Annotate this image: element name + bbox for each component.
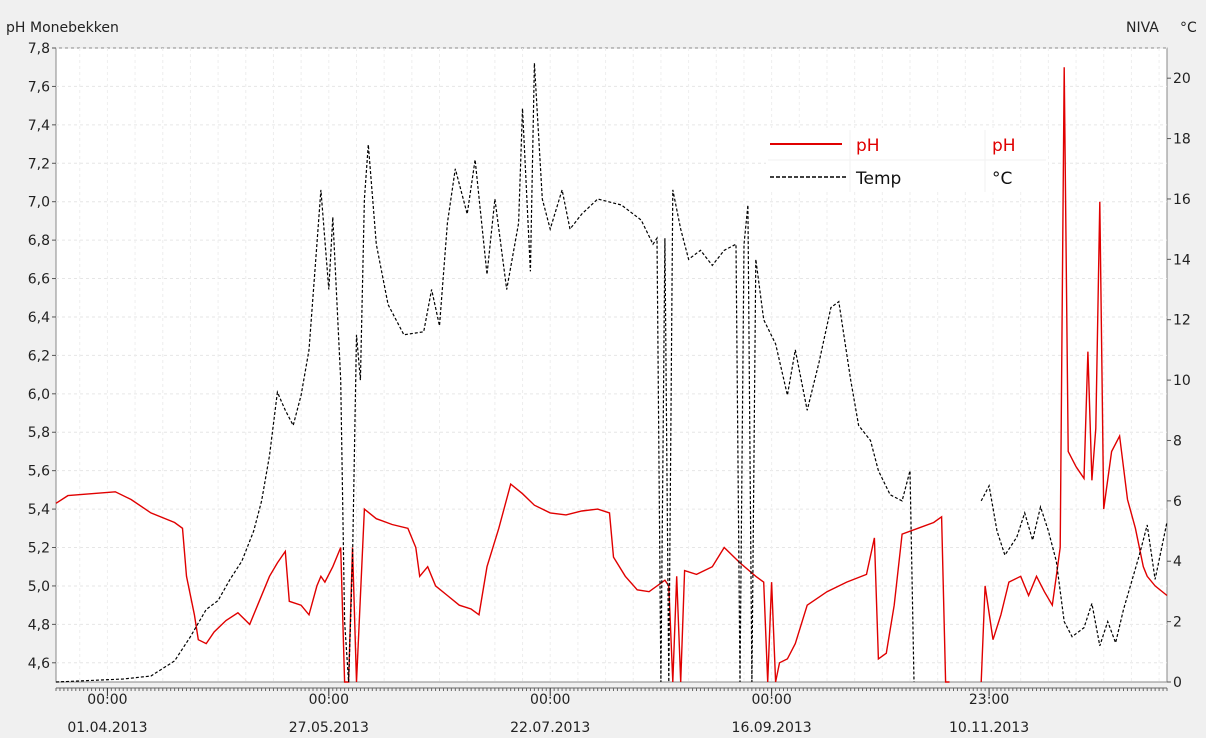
y-left-tick-label: 7,0: [28, 195, 50, 211]
x-tick-time: 00:00: [530, 692, 570, 708]
series-line-temp: [55, 63, 1168, 683]
y-left-tick-label: 5,8: [28, 425, 50, 441]
x-tick-date: 10.11.2013: [949, 720, 1029, 736]
right-unit-label: °C: [1180, 20, 1197, 36]
y-right-tick-label: 18: [1173, 132, 1191, 148]
x-tick-date: 22.07.2013: [510, 720, 590, 736]
y-left-tick-label: 4,8: [28, 617, 50, 633]
y-right-tick-label: 8: [1173, 433, 1182, 449]
x-tick-date: 01.04.2013: [67, 720, 147, 736]
legend-temp-unit: °C: [992, 169, 1012, 189]
legend-temp-name: Temp: [855, 169, 901, 189]
legend: pH pH Temp °C: [766, 128, 1048, 192]
y-right-tick-label: 2: [1173, 615, 1182, 631]
y-left-tick-label: 6,6: [28, 272, 50, 288]
y-left-tick-label: 5,0: [28, 579, 50, 595]
grid: [56, 47, 1167, 682]
y-right-tick-label: 12: [1173, 313, 1191, 329]
x-tick-time: 00:00: [751, 692, 791, 708]
axis-ticks: 4,6 4,8 5,0 5,2 5,4 5,6 5,8 6,0 6,2 6,4 6,6 6,8 7,0 7…: [28, 41, 1191, 736]
y-right-tick-label: 6: [1173, 494, 1182, 510]
y-left-tick-label: 7,4: [28, 118, 50, 134]
y-left-tick-label: 6,4: [28, 310, 50, 326]
y-left-tick-label: 7,8: [28, 41, 50, 57]
y-right-tick-label: 10: [1173, 373, 1191, 389]
y-left-tick-label: 5,6: [28, 464, 50, 480]
y-right-tick-label: 20: [1173, 71, 1191, 87]
chart-title: Monebekken: [30, 20, 119, 36]
y-left-tick-label: 6,2: [28, 348, 50, 364]
corner-label: NIVA: [1126, 20, 1159, 36]
series-line-ph: [55, 67, 1168, 683]
y-right-tick-label: 4: [1173, 554, 1182, 570]
legend-ph-name: pH: [856, 136, 880, 156]
x-tick-date: 27.05.2013: [289, 720, 369, 736]
y-left-tick-label: 6,8: [28, 233, 50, 249]
left-unit-label: pH: [6, 20, 25, 36]
y-left-tick-label: 5,2: [28, 541, 50, 557]
y-left-tick-label: 4,6: [28, 656, 50, 672]
y-left-tick-label: 6,0: [28, 387, 50, 403]
legend-ph-unit: pH: [992, 136, 1016, 156]
x-tick-time: 00:00: [309, 692, 349, 708]
x-tick-time: 23:00: [969, 692, 1009, 708]
y-right-tick-label: 14: [1173, 252, 1191, 268]
x-tick-date: 16.09.2013: [732, 720, 812, 736]
y-right-tick-label: 16: [1173, 192, 1191, 208]
y-right-tick-label: 0: [1173, 675, 1182, 691]
y-left-tick-label: 7,2: [28, 156, 50, 172]
y-left-tick-label: 7,6: [28, 79, 50, 95]
series-layer: [55, 63, 1168, 683]
y-left-tick-label: 5,4: [28, 502, 50, 518]
x-tick-time: 00:00: [87, 692, 127, 708]
